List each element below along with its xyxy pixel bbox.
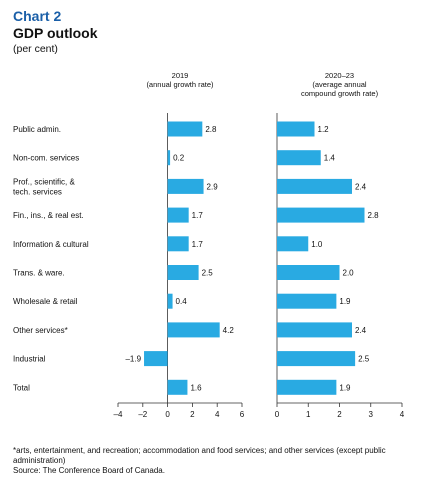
chart-unit: (per cent) <box>13 43 58 55</box>
data-label: 1.4 <box>324 154 336 163</box>
bar <box>277 207 365 223</box>
x-tick-label: –4 <box>114 410 123 419</box>
x-tick-label: 1 <box>306 410 311 419</box>
x-tick-label: 2 <box>337 410 342 419</box>
x-tick-label: 6 <box>240 410 245 419</box>
bar <box>277 379 337 395</box>
bar <box>167 121 203 137</box>
data-label: 1.9 <box>339 383 351 392</box>
bar <box>277 150 321 166</box>
category-label: Trans. & ware. <box>13 269 65 278</box>
category-label: Total <box>13 383 30 392</box>
chart-title: GDP outlook <box>13 25 98 41</box>
bar <box>167 178 204 194</box>
x-tick-label: 3 <box>369 410 374 419</box>
data-label: 2.9 <box>207 182 219 191</box>
data-label: 1.0 <box>311 240 323 249</box>
panel-title: (annual growth rate) <box>146 80 214 89</box>
bar <box>277 351 356 367</box>
footnote-text: *arts, entertainment, and recreation; ac… <box>13 446 386 465</box>
data-label: –1.9 <box>125 355 141 364</box>
panel-title: 2019 <box>172 71 189 80</box>
category-label: Industrial <box>13 355 46 364</box>
category-label: tech. services <box>13 187 62 196</box>
category-label: Fin., ins., & real est. <box>13 211 84 220</box>
bar <box>167 236 189 252</box>
x-tick-label: 0 <box>165 410 170 419</box>
data-label: 1.7 <box>192 211 204 220</box>
data-label: 1.2 <box>318 125 330 134</box>
x-tick-label: 2 <box>190 410 195 419</box>
data-label: 2.8 <box>205 125 217 134</box>
panel-title: compound growth rate) <box>301 89 379 98</box>
data-label: 0.4 <box>176 297 188 306</box>
bar <box>167 207 189 223</box>
x-tick-label: –2 <box>138 410 147 419</box>
data-label: 1.9 <box>339 297 351 306</box>
bar <box>277 265 340 280</box>
bar <box>144 351 168 367</box>
data-label: 2.5 <box>358 355 370 364</box>
chart-label: Chart 2 <box>13 8 62 24</box>
x-tick-label: 0 <box>275 410 280 419</box>
data-label: 4.2 <box>223 326 235 335</box>
bar <box>167 293 173 309</box>
category-label: Public admin. <box>13 125 61 134</box>
bar <box>167 379 188 395</box>
data-label: 0.2 <box>173 154 185 163</box>
category-label: Other services* <box>13 326 68 335</box>
category-label: Wholesale & retail <box>13 297 78 306</box>
category-label: Prof., scientific, & <box>13 177 75 186</box>
x-tick-label: 4 <box>215 410 220 419</box>
data-label: 2.8 <box>368 211 380 220</box>
panel-title: 2020–23 <box>325 71 354 80</box>
source-text: Source: The Conference Board of Canada. <box>13 466 165 475</box>
bar <box>277 236 309 252</box>
bar <box>277 293 337 309</box>
x-tick-label: 4 <box>400 410 405 419</box>
bar <box>167 322 220 338</box>
category-label: Non-com. services <box>13 154 79 163</box>
data-label: 2.5 <box>202 269 214 278</box>
data-label: 1.6 <box>190 383 202 392</box>
data-label: 2.4 <box>355 326 367 335</box>
data-label: 2.4 <box>355 182 367 191</box>
category-label: Information & cultural <box>13 240 89 249</box>
bar <box>167 150 171 166</box>
data-label: 1.7 <box>192 240 204 249</box>
panel-title: (average annual <box>312 80 367 89</box>
bar <box>277 178 352 194</box>
bar <box>277 322 352 338</box>
bar <box>277 121 315 137</box>
bar <box>167 265 199 280</box>
data-label: 2.0 <box>343 269 355 278</box>
